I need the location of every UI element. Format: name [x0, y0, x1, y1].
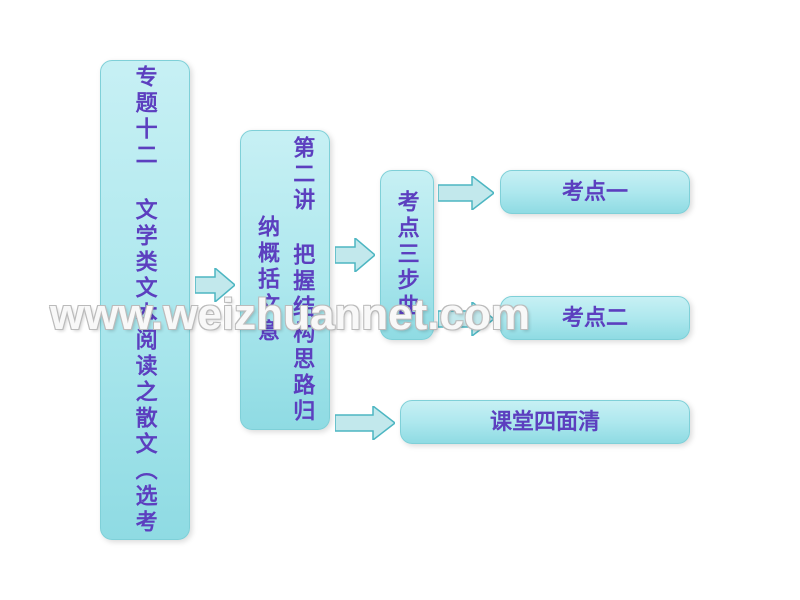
node-lecture-2-label: 第二讲 把握结构思路归纳概括文意 — [250, 131, 320, 429]
node-class-four: 课堂四面清 — [400, 400, 690, 444]
arrow-n1-n2 — [195, 268, 235, 302]
node-point-1: 考点一 — [500, 170, 690, 214]
node-three-steps: 考点三步曲 — [380, 170, 434, 340]
node-lecture-2: 第二讲 把握结构思路归纳概括文意 — [240, 130, 330, 430]
node-three-steps-label: 考点三步曲 — [389, 190, 424, 320]
node-point-2-label: 考点二 — [562, 305, 628, 331]
node-topic-12: 专题十二 文学类文本阅读之散文（选考 — [100, 60, 190, 540]
arrow-n3-n4 — [438, 176, 494, 210]
node-topic-12-label: 专题十二 文学类文本阅读之散文（选考 — [127, 65, 162, 536]
arrow-n2-n6 — [335, 406, 395, 440]
arrow-n3-n5 — [438, 302, 494, 336]
node-point-2: 考点二 — [500, 296, 690, 340]
node-class-four-label: 课堂四面清 — [490, 409, 600, 435]
arrow-n2-n3 — [335, 238, 375, 272]
node-point-1-label: 考点一 — [562, 179, 628, 205]
